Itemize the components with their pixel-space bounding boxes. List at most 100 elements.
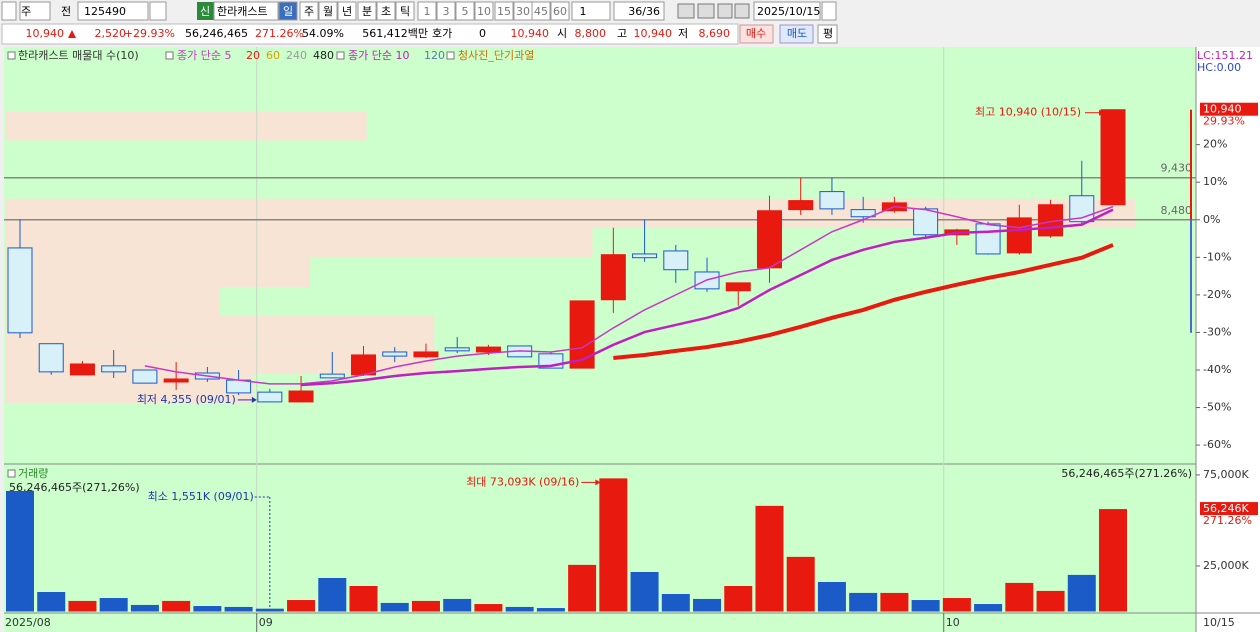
legend-text: 종가 단순 5 <box>177 49 231 62</box>
price-line-label: 8,480 <box>1161 204 1193 217</box>
toolbar-button[interactable] <box>376 1 396 21</box>
toolbar-button[interactable] <box>299 1 319 21</box>
date-input[interactable] <box>753 1 821 21</box>
volume-bar <box>536 608 565 612</box>
right-axis <box>1196 47 1260 632</box>
toolbar-text: 10 <box>477 5 491 18</box>
lc-label: LC:151.21 <box>1197 49 1253 62</box>
toolbar-button[interactable] <box>337 1 357 21</box>
calendar-button[interactable] <box>821 1 837 21</box>
toolbar-button[interactable] <box>436 1 456 21</box>
quote-text: 10,940 <box>634 27 673 40</box>
candle-body <box>38 343 64 373</box>
tool-icon[interactable] <box>697 3 715 19</box>
up-arrow <box>68 30 76 38</box>
sell-button[interactable] <box>779 24 814 44</box>
market-select[interactable] <box>19 1 51 21</box>
volume-bar <box>1036 590 1065 612</box>
volume-bar <box>130 604 159 612</box>
volume-bar <box>505 606 534 612</box>
toolbar-button[interactable] <box>531 1 551 21</box>
count-box <box>613 1 665 21</box>
high-label: 최고 10,940 (10/15) <box>975 106 1081 119</box>
candle-body <box>475 346 501 353</box>
toolbar-button[interactable] <box>278 1 298 21</box>
candle-body <box>788 200 814 211</box>
x-tick-label: 2025/08 <box>5 616 51 629</box>
toolbar-button[interactable] <box>357 1 377 21</box>
candle-body <box>725 282 751 292</box>
y-tick-label: 0% <box>1203 213 1220 226</box>
volume-bar <box>224 606 253 612</box>
buy-button[interactable] <box>739 24 774 44</box>
volume-bar <box>942 598 971 612</box>
candle-body <box>1100 109 1126 206</box>
candle-body <box>850 209 876 218</box>
toolbar-button[interactable] <box>494 1 514 21</box>
candle-body <box>101 365 127 373</box>
volume-bar <box>630 571 659 612</box>
legend-text: 480 <box>313 49 334 62</box>
toolbar-text: 30 <box>516 5 530 18</box>
candle-body <box>382 351 408 357</box>
quote-text: 0 <box>479 27 486 40</box>
y-tick-label: 10% <box>1203 175 1227 188</box>
moving-average <box>144 205 1114 385</box>
toolbar-text: 5 <box>462 5 469 18</box>
search-button[interactable] <box>149 1 167 21</box>
legend-icon <box>336 51 345 60</box>
volume-bar <box>37 592 66 612</box>
last-price-box <box>1200 102 1258 116</box>
volume-profile-bar <box>5 256 311 287</box>
quote-text: 시 <box>557 27 567 40</box>
legend-text: 120 <box>424 49 445 62</box>
tool-icon[interactable] <box>677 3 695 19</box>
volume-bar <box>411 600 440 612</box>
candle-body <box>163 378 189 383</box>
legend-text: 240 <box>286 49 307 62</box>
volume-bar <box>443 598 472 612</box>
y-tick-label: -50% <box>1203 401 1231 414</box>
legend-text: 60 <box>266 49 280 62</box>
candle-body <box>632 253 658 259</box>
volume-bar <box>661 594 690 612</box>
quote-text: 271.26% <box>255 27 304 40</box>
toolbar-button[interactable] <box>417 1 437 21</box>
x-tick-label: 10 <box>946 616 960 629</box>
candle-body <box>319 373 345 379</box>
toolbar-button[interactable] <box>318 1 338 21</box>
interval-select[interactable] <box>571 1 611 21</box>
volume-bar <box>287 600 316 612</box>
volume-bar <box>380 602 409 612</box>
settings-icon[interactable] <box>734 3 750 19</box>
candle-body <box>257 391 283 403</box>
name-box <box>213 1 279 21</box>
volume-bar <box>693 598 722 612</box>
y-tick-label: -60% <box>1203 438 1231 451</box>
toolbar-text: 틱 <box>400 5 410 18</box>
quote-bar <box>1 23 739 45</box>
quote-text: 10,940 <box>511 27 550 40</box>
arrow-head <box>595 479 601 486</box>
code-input[interactable] <box>77 1 149 21</box>
quote-text: 8,800 <box>575 27 607 40</box>
x-axis <box>4 613 1196 632</box>
y-tick-label: -10% <box>1203 250 1231 263</box>
max-label: 최대 73,093K (09/16) <box>466 475 579 488</box>
toolbar-button[interactable] <box>550 1 570 21</box>
layout-button[interactable] <box>1 1 17 21</box>
toolbar-text: 한라캐스트 <box>217 5 268 18</box>
toolbar-button[interactable] <box>455 1 475 21</box>
toolbar-button[interactable] <box>474 1 494 21</box>
avg-button[interactable] <box>817 24 838 44</box>
volume-bar <box>1005 582 1034 612</box>
volume-bar <box>880 592 909 612</box>
toolbar-button[interactable] <box>395 1 415 21</box>
save-icon[interactable] <box>717 3 733 19</box>
candle-body <box>819 191 845 210</box>
toolbar-text: 2025/10/15 <box>757 5 820 18</box>
y-tick-label: -30% <box>1203 325 1231 338</box>
toolbar-text: 125490 <box>84 5 126 18</box>
toolbar-text: 45 <box>534 5 548 18</box>
candle-body <box>569 300 595 369</box>
